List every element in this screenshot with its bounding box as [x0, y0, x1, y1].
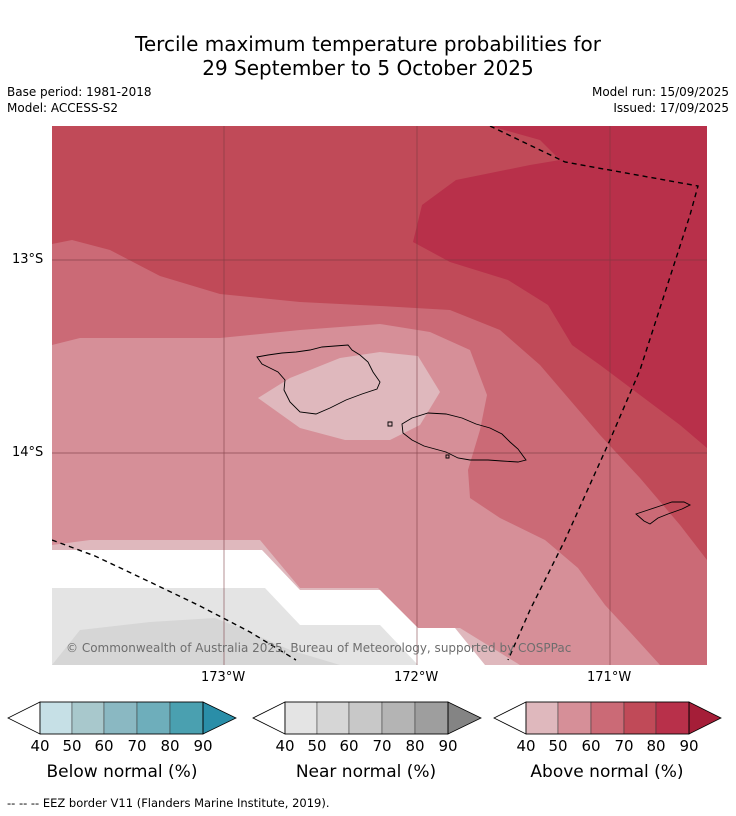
above-40-50-island-region [258, 352, 440, 440]
colorbar-above-label: 60 [581, 737, 601, 755]
lon-tick-173w: 173°W [201, 670, 246, 685]
near-50-60-region [52, 618, 340, 665]
title-line-1: Tercile maximum temperature probabilitie… [135, 32, 601, 56]
colorbar-above-label: 70 [614, 737, 634, 755]
colorbar-near-label: 80 [405, 737, 425, 755]
title-line-2: 29 September to 5 October 2025 [202, 56, 534, 80]
model-run: Model run: 15/09/2025 [591, 85, 729, 99]
colorbar-above-label: 80 [646, 737, 666, 755]
base-period: Base period: 1981-2018 [7, 85, 152, 99]
colorbar-above-label: 40 [516, 737, 536, 755]
probability-field [52, 126, 707, 665]
colorbar-below [7, 701, 237, 735]
colorbar-below-label: 40 [30, 737, 50, 755]
copyright-notice: © Commonwealth of Australia 2025, Bureau… [66, 641, 572, 655]
colorbar-below-title: Below normal (%) [46, 762, 198, 782]
upolu-island [401, 412, 527, 463]
lon-tick-171w: 171°W [587, 670, 632, 685]
savaii-island [256, 344, 381, 415]
model-name: Model: ACCESS-S2 [7, 101, 119, 115]
colorbar-near-label: 90 [438, 737, 458, 755]
small-islet-1 [387, 421, 393, 427]
colorbar-above-label: 50 [548, 737, 568, 755]
lat-tick-14s: 14°S [12, 445, 44, 460]
issued-date: Issued: 17/09/2025 [613, 101, 729, 115]
colorbar-below-label: 70 [127, 737, 147, 755]
eez-border [52, 126, 699, 661]
colorbar-above-title: Above normal (%) [530, 762, 684, 782]
lon-tick-172w: 172°W [394, 670, 439, 685]
colorbar-above [493, 701, 722, 735]
colorbar-above-label: 90 [679, 737, 699, 755]
colorbar-near [252, 701, 482, 735]
colorbar-near-label: 60 [339, 737, 359, 755]
colorbar-below-label: 80 [160, 737, 180, 755]
colorbar-below-label: 90 [193, 737, 213, 755]
colorbar-below-label: 50 [62, 737, 82, 755]
above-80-90-region [413, 126, 707, 448]
small-islet-2 [445, 454, 450, 459]
graticule [52, 126, 707, 665]
lat-tick-13s: 13°S [12, 252, 44, 267]
eez-footnote: -- -- -- EEZ border V11 (Flanders Marine… [7, 796, 330, 810]
colorbar-near-label: 70 [372, 737, 392, 755]
colorbar-near-label: 40 [275, 737, 295, 755]
coastline [256, 344, 692, 525]
colorbar-near-title: Near normal (%) [295, 762, 437, 782]
colorbar-below-label: 60 [94, 737, 114, 755]
colorbar-near-label: 50 [307, 737, 327, 755]
tutuila-island [635, 501, 692, 525]
